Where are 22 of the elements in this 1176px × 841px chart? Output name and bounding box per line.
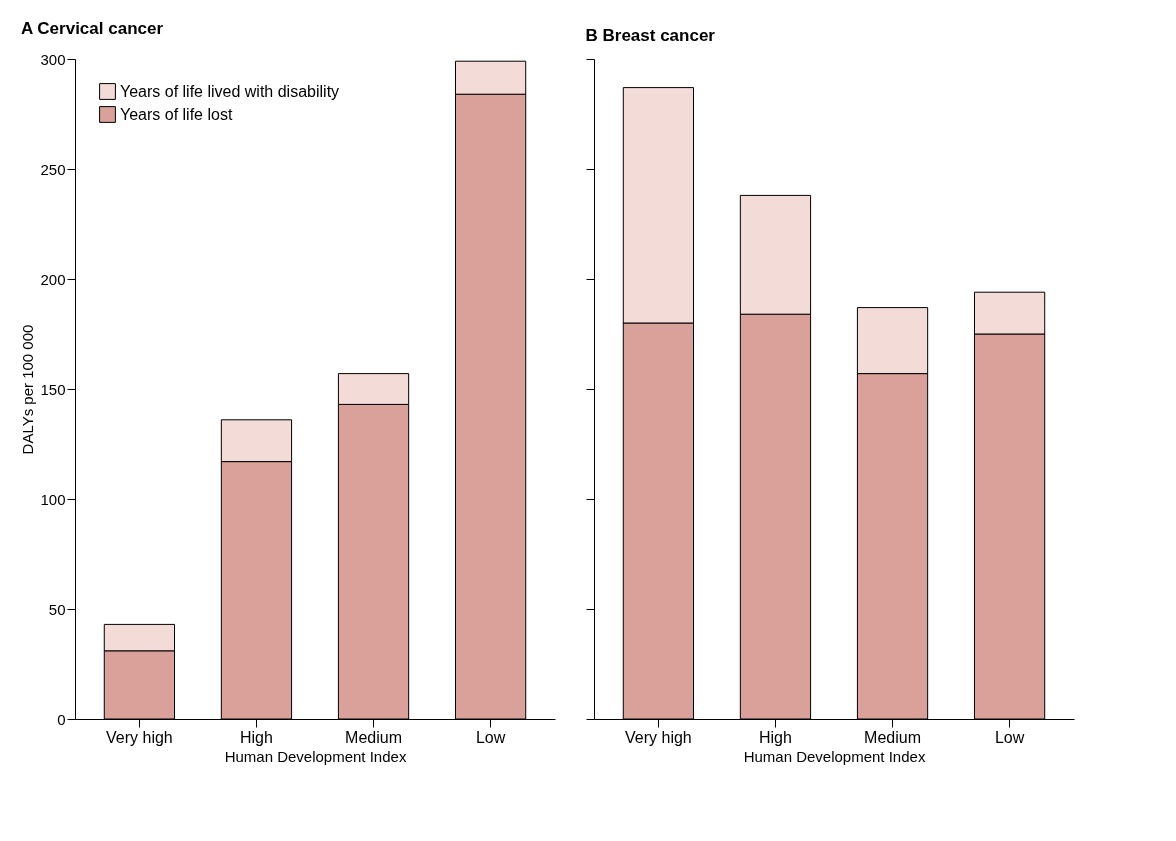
y-tick-label: 100 <box>40 490 66 508</box>
x-tick-label: Low <box>475 728 506 746</box>
x-tick-label: Medium <box>345 728 402 746</box>
x-axis-title: Human Development Index <box>743 747 926 765</box>
y-tick-label: 150 <box>40 380 66 398</box>
chart-title: A Cervical cancer <box>20 19 164 38</box>
x-tick-label: High <box>240 728 273 746</box>
x-tick-label: Very high <box>106 728 173 746</box>
legend-label: Years of life lived with disability <box>120 82 340 100</box>
y-tick-label: 200 <box>40 270 66 288</box>
y-tick-label: 300 <box>40 50 66 68</box>
x-tick-label: Low <box>994 728 1025 746</box>
y-axis-title: DALYs per 100 000 <box>19 324 37 455</box>
x-axis-title: Human Development Index <box>224 747 407 765</box>
legend-label: Years of life lost <box>120 105 233 123</box>
y-tick-label: 250 <box>40 160 66 178</box>
x-tick-label: Very high <box>625 728 692 746</box>
y-tick-label: 0 <box>57 710 66 728</box>
x-tick-label: High <box>759 728 792 746</box>
chart-title: B Breast cancer <box>585 25 716 45</box>
y-tick-label: 50 <box>48 600 66 618</box>
x-tick-label: Medium <box>864 728 921 746</box>
